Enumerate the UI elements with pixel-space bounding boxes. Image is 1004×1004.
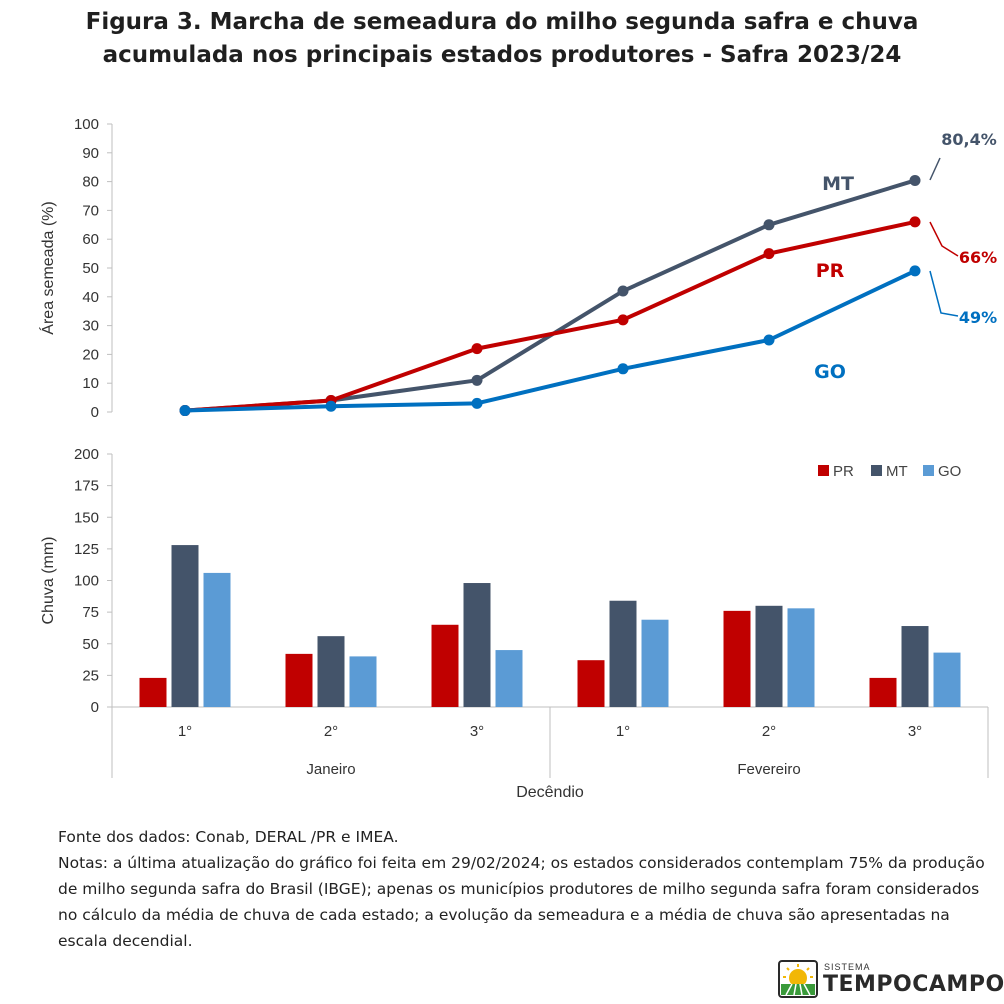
line-end-label-mt: 80,4% bbox=[941, 130, 997, 149]
legend-label-go: GO bbox=[938, 463, 961, 480]
line-y-tick-label: 40 bbox=[82, 289, 99, 306]
bar-pr bbox=[577, 660, 605, 707]
legend-swatch-mt bbox=[871, 465, 882, 476]
line-point-mt bbox=[909, 174, 921, 186]
bar-go bbox=[933, 652, 961, 707]
logo-small-text: SISTEMA bbox=[824, 962, 871, 972]
chart-title-line1: Figura 3. Marcha de semeadura do milho s… bbox=[85, 9, 919, 35]
bar-group-label: Janeiro bbox=[306, 761, 355, 778]
notes-source: Fonte dos dados: Conab, DERAL /PR e IMEA… bbox=[58, 828, 399, 846]
bar-y-tick-label: 100 bbox=[74, 573, 99, 590]
line-y-tick-label: 50 bbox=[82, 260, 99, 277]
line-point-pr bbox=[617, 314, 629, 326]
line-series-go bbox=[184, 269, 916, 413]
line-point-pr bbox=[909, 216, 921, 228]
line-y-tick-label: 20 bbox=[82, 346, 99, 363]
bar-pr bbox=[723, 610, 751, 707]
legend-label-mt: MT bbox=[886, 463, 908, 480]
bar-y-tick-label: 75 bbox=[82, 604, 99, 621]
line-end-label-pr: 66% bbox=[959, 248, 997, 267]
line-point-go bbox=[179, 405, 191, 417]
bar-go bbox=[787, 608, 815, 707]
line-y-tick-label: 80 bbox=[82, 174, 99, 191]
bar-mt bbox=[609, 600, 637, 707]
line-point-go bbox=[617, 363, 629, 375]
bar-y-tick-label: 150 bbox=[74, 509, 99, 526]
line-point-go bbox=[325, 400, 337, 412]
bar-category-label: 2° bbox=[324, 723, 338, 740]
bar-y-tick-label: 200 bbox=[74, 446, 99, 463]
line-y-tick-label: 10 bbox=[82, 375, 99, 392]
line-series-name-go: GO bbox=[814, 361, 846, 383]
bar-y-tick-label: 175 bbox=[74, 478, 99, 495]
line-series-name-pr: PR bbox=[816, 260, 845, 282]
bar-x-axis-label: Decêndio bbox=[516, 784, 584, 801]
bar-y-axis-label: Chuva (mm) bbox=[40, 536, 57, 624]
line-end-leader-pr bbox=[929, 221, 959, 257]
line-point-pr bbox=[763, 248, 775, 260]
bar-go bbox=[349, 656, 377, 707]
line-point-pr bbox=[471, 343, 483, 355]
bar-category-label: 3° bbox=[470, 723, 484, 740]
chart-title-line2: acumulada nos principais estados produto… bbox=[102, 42, 902, 68]
bar-mt bbox=[463, 583, 491, 707]
line-y-tick-label: 30 bbox=[82, 318, 99, 335]
bar-go bbox=[203, 572, 231, 707]
bar-pr bbox=[285, 653, 313, 707]
bar-mt bbox=[317, 636, 345, 707]
line-end-leader-go bbox=[929, 270, 959, 317]
bar-pr bbox=[139, 677, 167, 707]
bar-go bbox=[641, 619, 669, 707]
line-point-go bbox=[763, 334, 775, 346]
logo-big-text: TEMPOCAMPO bbox=[823, 972, 1004, 997]
line-y-axis-label: Área semeada (%) bbox=[38, 201, 57, 334]
tempocampo-logo: SISTEMA TEMPOCAMPO bbox=[778, 960, 1004, 1000]
bar-y-tick-label: 50 bbox=[82, 636, 99, 653]
line-series-name-mt: MT bbox=[822, 173, 854, 195]
bar-y-tick-label: 125 bbox=[74, 541, 99, 558]
line-series-mt bbox=[184, 178, 916, 413]
line-y-tick-label: 60 bbox=[82, 231, 99, 248]
bar-category-label: 1° bbox=[178, 723, 192, 740]
bar-pr bbox=[869, 677, 897, 707]
bar-pr bbox=[431, 624, 459, 707]
bar-category-label: 1° bbox=[616, 723, 630, 740]
line-point-mt bbox=[763, 219, 775, 231]
line-series-pr bbox=[184, 219, 916, 413]
notes: Fonte dos dados: Conab, DERAL /PR e IMEA… bbox=[58, 824, 988, 954]
line-point-go bbox=[909, 265, 921, 277]
notes-text: Notas: a última atualização do gráfico f… bbox=[58, 854, 985, 950]
bar-mt bbox=[901, 626, 929, 707]
legend-label-pr: PR bbox=[833, 463, 854, 480]
line-y-tick-label: 90 bbox=[82, 145, 99, 162]
line-point-mt bbox=[471, 374, 483, 386]
bar-group-label: Fevereiro bbox=[737, 761, 800, 778]
line-point-mt bbox=[617, 285, 629, 297]
logo-mark-icon bbox=[778, 960, 818, 998]
line-end-label-go: 49% bbox=[959, 308, 997, 327]
chart-area: 0 10 20 30 40 50 60 70 80 90 100 Área semeada (%) MT… bbox=[38, 116, 997, 801]
bar-mt bbox=[171, 545, 199, 707]
chart-title: Figura 3. Marcha de semeadura do milho s… bbox=[0, 6, 1004, 72]
line-y-tick-label: 100 bbox=[74, 116, 99, 133]
bar-category-label: 2° bbox=[762, 723, 776, 740]
bar-go bbox=[495, 650, 523, 707]
bar-category-label: 3° bbox=[908, 723, 922, 740]
line-point-go bbox=[471, 397, 483, 409]
legend-swatch-pr bbox=[818, 465, 829, 476]
bar-y-tick-label: 25 bbox=[82, 667, 99, 684]
line-end-leader-mt bbox=[929, 157, 941, 181]
line-y-tick-label: 0 bbox=[91, 404, 99, 421]
bar-mt bbox=[755, 605, 783, 707]
legend-swatch-go bbox=[923, 465, 934, 476]
line-y-tick-label: 70 bbox=[82, 202, 99, 219]
bar-y-tick-label: 0 bbox=[91, 699, 99, 716]
